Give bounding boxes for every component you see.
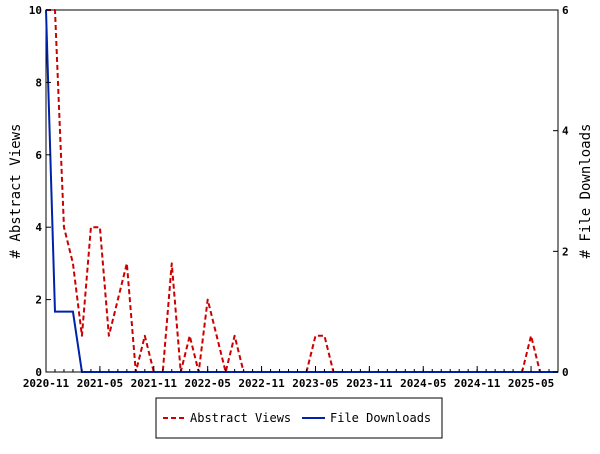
y-axis-title-left: # Abstract Views <box>8 124 24 259</box>
series-line-abstract-views <box>46 9 558 373</box>
x-tick-label: 2020-11 <box>23 377 70 390</box>
x-axis: 2020-11 2021-05 2021-11 2022-05 2022-11 2023-… <box>23 366 559 390</box>
series-line-file-downloads <box>45 9 558 373</box>
y-tick-label-right: 2 <box>562 245 569 258</box>
y-tick-label-right: 0 <box>562 366 569 379</box>
y-tick-label-right: 6 <box>562 4 569 17</box>
y-tick-label-right: 4 <box>562 125 569 138</box>
y-tick-label-left: 6 <box>35 149 42 162</box>
x-tick-label: 2024-05 <box>400 377 446 390</box>
x-tick-label: 2024-11 <box>454 377 501 390</box>
x-tick-label: 2021-11 <box>131 377 178 390</box>
x-tick-label: 2025-05 <box>508 377 554 390</box>
legend-label-file-downloads: File Downloads <box>330 411 431 425</box>
y-tick-label-left: 4 <box>35 221 42 234</box>
legend-label-abstract-views: Abstract Views <box>190 411 291 425</box>
y-tick-label-left: 2 <box>35 294 42 307</box>
y-tick-label-left: 8 <box>35 76 42 89</box>
plot-area <box>45 9 559 373</box>
legend: Abstract Views File Downloads <box>155 397 443 439</box>
x-tick-label: 2023-11 <box>346 377 393 390</box>
y-tick-label-left: 0 <box>35 366 42 379</box>
y-axis-left: 0 2 4 6 8 10 <box>29 4 51 379</box>
x-tick-label: 2023-05 <box>292 377 338 390</box>
y-axis-right: 0 2 4 6 <box>553 4 569 379</box>
legend-box <box>155 397 443 439</box>
y-axis-title-right: # File Downloads <box>578 124 594 259</box>
plot-frame <box>45 9 559 373</box>
x-tick-label: 2022-05 <box>185 377 231 390</box>
x-tick-label: 2022-11 <box>238 377 285 390</box>
y-tick-label-left: 10 <box>29 4 42 17</box>
x-tick-label: 2021-05 <box>77 377 123 390</box>
